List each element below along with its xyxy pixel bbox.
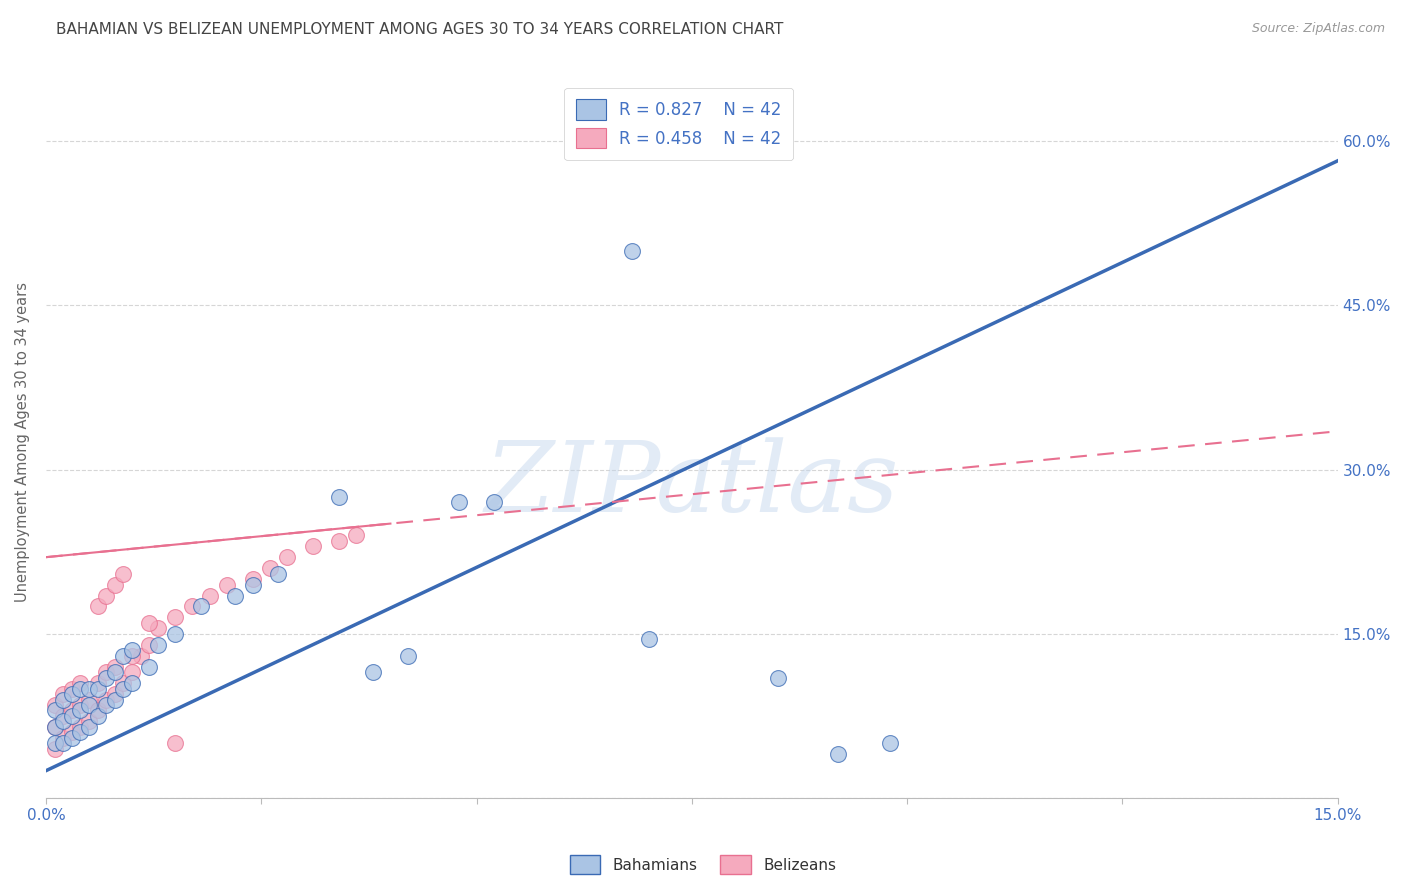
Point — [44, 720, 66, 734]
Point — [60, 709, 83, 723]
Y-axis label: Unemployment Among Ages 30 to 34 years: Unemployment Among Ages 30 to 34 years — [15, 282, 30, 602]
Point — [77, 720, 100, 734]
Point — [198, 589, 221, 603]
Point — [146, 638, 169, 652]
Point — [242, 572, 264, 586]
Point — [112, 566, 135, 581]
Point — [242, 577, 264, 591]
Point — [215, 577, 238, 591]
Point — [138, 615, 160, 630]
Point — [302, 539, 325, 553]
Point — [77, 698, 100, 712]
Point — [361, 665, 384, 680]
Point — [104, 659, 127, 673]
Point — [69, 725, 91, 739]
Point — [224, 589, 246, 603]
Point — [96, 671, 118, 685]
Point — [96, 665, 118, 680]
Point — [52, 714, 75, 729]
Point — [52, 736, 75, 750]
Point — [396, 648, 419, 663]
Point — [44, 698, 66, 712]
Point — [259, 561, 281, 575]
Point — [96, 698, 118, 712]
Point — [146, 621, 169, 635]
Point — [69, 676, 91, 690]
Point — [827, 747, 849, 762]
Point — [69, 720, 91, 734]
Point — [449, 495, 471, 509]
Point — [112, 676, 135, 690]
Text: Source: ZipAtlas.com: Source: ZipAtlas.com — [1251, 22, 1385, 36]
Point — [60, 681, 83, 696]
Point — [138, 659, 160, 673]
Point — [879, 736, 901, 750]
Point — [344, 528, 367, 542]
Point — [86, 709, 108, 723]
Point — [112, 648, 135, 663]
Point — [69, 698, 91, 712]
Point — [52, 731, 75, 745]
Point — [104, 665, 127, 680]
Point — [60, 731, 83, 745]
Point — [77, 692, 100, 706]
Point — [44, 741, 66, 756]
Point — [44, 720, 66, 734]
Point — [165, 736, 187, 750]
Point — [96, 589, 118, 603]
Point — [60, 725, 83, 739]
Point — [267, 566, 290, 581]
Point — [52, 687, 75, 701]
Point — [190, 599, 212, 614]
Point — [60, 687, 83, 701]
Point — [181, 599, 204, 614]
Point — [121, 676, 143, 690]
Point — [77, 681, 100, 696]
Point — [165, 610, 187, 624]
Point — [86, 599, 108, 614]
Point — [620, 244, 643, 258]
Point — [44, 703, 66, 717]
Point — [104, 692, 127, 706]
Legend: Bahamians, Belizeans: Bahamians, Belizeans — [564, 849, 842, 880]
Point — [96, 692, 118, 706]
Point — [86, 681, 108, 696]
Point — [129, 648, 152, 663]
Point — [52, 692, 75, 706]
Point — [637, 632, 659, 647]
Point — [766, 671, 789, 685]
Text: ZIPatlas: ZIPatlas — [485, 437, 898, 533]
Point — [121, 665, 143, 680]
Point — [276, 550, 298, 565]
Point — [104, 577, 127, 591]
Text: BAHAMIAN VS BELIZEAN UNEMPLOYMENT AMONG AGES 30 TO 34 YEARS CORRELATION CHART: BAHAMIAN VS BELIZEAN UNEMPLOYMENT AMONG … — [56, 22, 783, 37]
Point — [165, 627, 187, 641]
Point — [104, 687, 127, 701]
Point — [121, 648, 143, 663]
Point — [77, 714, 100, 729]
Point — [328, 533, 350, 548]
Point — [86, 703, 108, 717]
Point — [482, 495, 505, 509]
Point — [44, 736, 66, 750]
Legend: R = 0.827    N = 42, R = 0.458    N = 42: R = 0.827 N = 42, R = 0.458 N = 42 — [564, 87, 793, 160]
Point — [121, 643, 143, 657]
Point — [52, 709, 75, 723]
Point — [69, 703, 91, 717]
Point — [328, 490, 350, 504]
Point — [138, 638, 160, 652]
Point — [69, 681, 91, 696]
Point — [60, 703, 83, 717]
Point — [112, 681, 135, 696]
Point — [86, 676, 108, 690]
